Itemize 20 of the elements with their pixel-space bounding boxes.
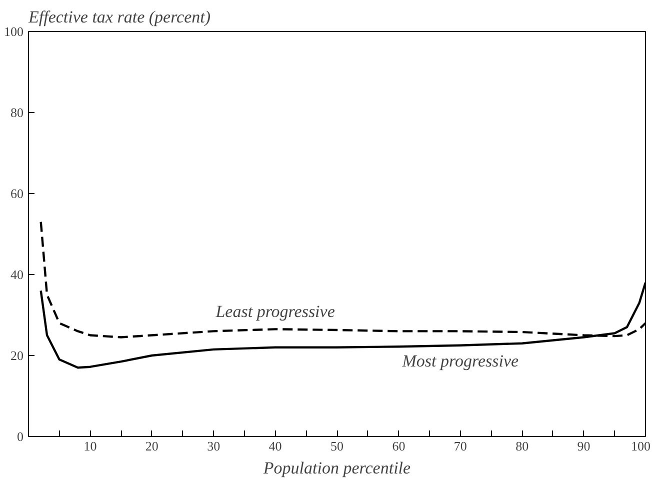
x-tick-label: 80: [516, 438, 529, 454]
x-tick-label: 30: [207, 438, 220, 454]
y-tick-label: 80: [10, 105, 24, 120]
x-tick-label: 70: [454, 438, 467, 454]
series-label: Least progressive: [214, 302, 336, 322]
y-tick-label: 20: [10, 348, 24, 363]
y-tick-label: 60: [10, 186, 24, 201]
x-tick-label: 60: [392, 438, 406, 454]
y-tick-label: 40: [10, 267, 24, 282]
y-tick-label: 0: [17, 429, 24, 444]
x-tick-label: 90: [577, 438, 590, 454]
x-tick-label: 20: [145, 438, 158, 454]
series-label: Most progressive: [401, 351, 520, 370]
x-tick-label: 10: [84, 438, 97, 454]
y-axis-title: Effective tax rate (percent): [28, 8, 211, 26]
x-tick-label: 100: [631, 438, 650, 454]
y-tick-label: 100: [4, 24, 24, 39]
x-axis-title: Population percentile: [262, 458, 412, 478]
x-tick-label: 40: [268, 438, 282, 454]
x-tick-label: 50: [330, 438, 344, 454]
